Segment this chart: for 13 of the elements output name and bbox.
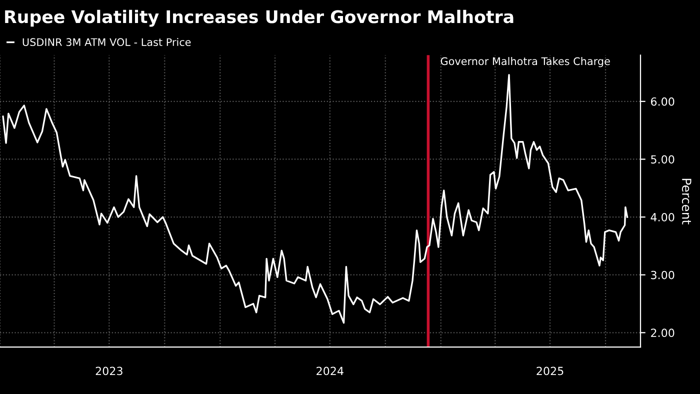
line-series xyxy=(2,74,628,324)
y-tick-label: 2.00 xyxy=(651,328,674,338)
y-tick-label: 5.00 xyxy=(651,155,674,164)
y-axis-title: Percent xyxy=(682,178,692,224)
legend-label: USDINR 3M ATM VOL - Last Price xyxy=(22,38,191,46)
x-tick-label: 2023 xyxy=(96,366,122,376)
ref-line-label: Governor Malhotra Takes Charge xyxy=(440,57,610,68)
x-tick-label: 2025 xyxy=(536,366,564,376)
y-tick-label: 3.00 xyxy=(651,270,674,280)
y-tick-label: 6.00 xyxy=(651,97,674,106)
y-tick-label: 4.00 xyxy=(650,213,674,222)
x-tick-label: 2024 xyxy=(316,366,344,376)
chart-title: Rupee Volatility Increases Under Governor Malhotra xyxy=(5,10,514,27)
